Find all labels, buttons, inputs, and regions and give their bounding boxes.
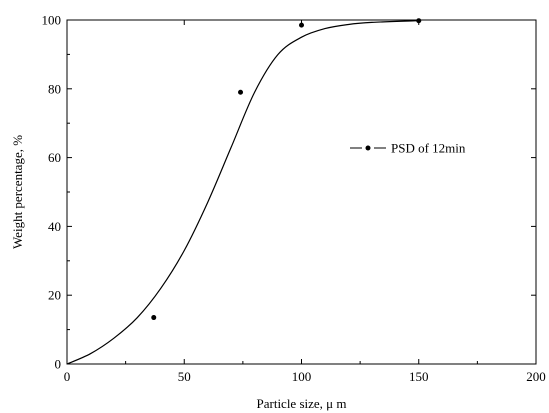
y-tick-label: 100 xyxy=(42,13,62,28)
data-point xyxy=(299,22,304,28)
legend-label: PSD of 12min xyxy=(391,141,466,156)
y-tick-label: 60 xyxy=(48,150,61,165)
plot-area xyxy=(66,18,422,365)
x-tick-label: 150 xyxy=(409,369,429,384)
data-point xyxy=(238,89,244,95)
y-tick-label: 20 xyxy=(48,288,61,303)
data-point xyxy=(151,315,157,321)
axes: 0 50 100 150 200 0 20 40 60 80 100 xyxy=(42,13,546,385)
y-tick-label: 40 xyxy=(48,219,61,234)
y-axis-label: Weight percentage, % xyxy=(10,135,25,249)
legend: PSD of 12min xyxy=(350,141,466,156)
x-axis-label: Particle size, μ m xyxy=(257,396,347,411)
legend-marker xyxy=(365,145,371,151)
x-tick-label: 100 xyxy=(292,369,312,384)
x-tick-label: 50 xyxy=(178,369,191,384)
fit-curve xyxy=(66,20,419,365)
plot-frame xyxy=(66,19,537,365)
x-tick-label: 200 xyxy=(526,369,546,384)
y-tick-label: 0 xyxy=(55,357,62,372)
y-tick-label: 80 xyxy=(48,81,61,96)
x-tick-label: 0 xyxy=(64,369,71,384)
